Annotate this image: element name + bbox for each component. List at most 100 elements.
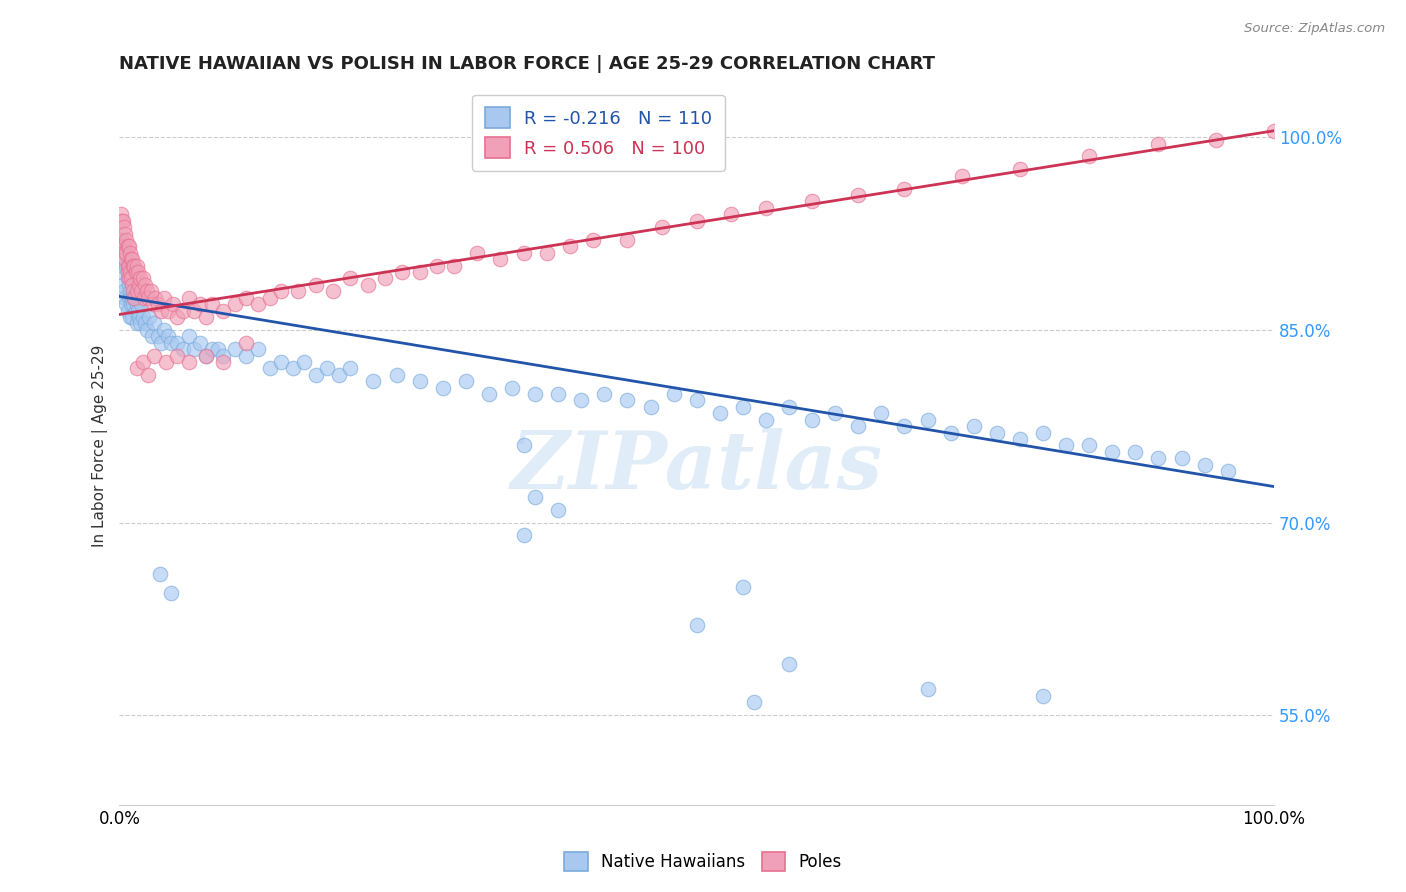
Point [235,335,257,350]
Point [1008,162,1031,177]
Point [121,277,143,292]
Point [120,291,142,305]
Point [212,355,235,369]
Point [118,310,141,324]
Text: Source: ZipAtlas.com: Source: ZipAtlas.com [1244,22,1385,36]
Point [524,387,547,401]
Point [801,413,824,427]
Y-axis label: In Labor Force | Age 25-29: In Labor Force | Age 25-29 [93,344,108,547]
Point [127,303,149,318]
Point [111,213,134,227]
Point [120,252,142,267]
Point [259,291,281,305]
Point [124,291,146,305]
Point [138,310,160,324]
Point [118,245,141,260]
Point [339,271,361,285]
Point [136,368,159,382]
Point [120,297,142,311]
Point [1054,438,1077,452]
Point [134,277,156,292]
Point [129,271,152,285]
Point [408,374,430,388]
Point [224,297,246,311]
Point [917,413,939,427]
Point [141,329,163,343]
Point [328,368,350,382]
Point [709,406,731,420]
Point [128,310,150,324]
Point [801,194,824,209]
Point [489,252,512,267]
Point [356,277,378,292]
Point [443,259,465,273]
Point [195,349,218,363]
Point [177,291,200,305]
Point [1147,451,1170,466]
Point [124,259,146,273]
Point [177,355,200,369]
Point [408,265,430,279]
Point [121,310,143,324]
Point [156,329,179,343]
Point [593,387,616,401]
Point [287,285,309,299]
Point [536,245,558,260]
Point [112,245,135,260]
Point [720,207,742,221]
Point [150,335,173,350]
Point [127,265,149,279]
Point [778,400,800,414]
Point [363,374,385,388]
Point [235,291,257,305]
Point [1216,464,1239,478]
Point [162,297,184,311]
Point [963,419,986,434]
Point [662,387,685,401]
Point [115,245,138,260]
Point [616,233,638,247]
Point [121,291,143,305]
Point [131,297,153,311]
Point [986,425,1008,440]
Point [569,393,592,408]
Point [616,393,638,408]
Point [143,349,166,363]
Point [547,387,569,401]
Point [125,297,148,311]
Point [224,342,246,356]
Point [1125,445,1147,459]
Point [235,349,257,363]
Point [1078,438,1101,452]
Point [155,355,177,369]
Point [259,361,281,376]
Point [385,368,408,382]
Point [893,419,915,434]
Point [183,342,205,356]
Point [143,317,166,331]
Point [153,291,176,305]
Point [270,285,292,299]
Point [115,233,138,247]
Point [111,213,134,227]
Point [117,259,139,273]
Point [156,303,179,318]
Point [124,291,146,305]
Point [201,297,224,311]
Point [478,387,501,401]
Point [111,233,134,247]
Point [305,368,328,382]
Point [744,695,766,709]
Point [512,245,534,260]
Point [125,285,148,299]
Point [391,265,413,279]
Point [270,355,292,369]
Point [870,406,893,420]
Point [143,291,166,305]
Point [131,285,153,299]
Point [146,329,169,343]
Point [136,323,159,337]
Point [846,188,869,202]
Point [1032,425,1054,440]
Point [686,213,709,227]
